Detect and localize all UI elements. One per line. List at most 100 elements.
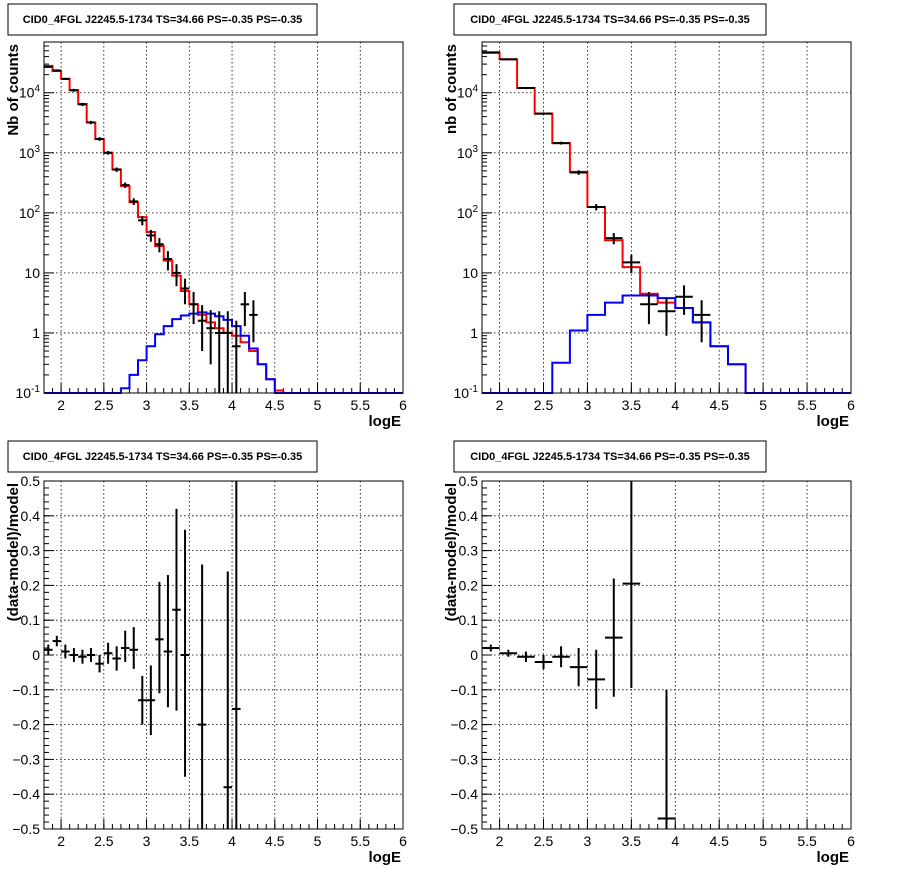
x-tick-label: 5.5 [797, 397, 817, 413]
y-axis-title: nb of counts [443, 44, 460, 134]
residual-point [499, 649, 518, 657]
x-tick-label: 3.5 [180, 833, 200, 849]
residual-point [146, 665, 156, 736]
x-tick-label: 6 [847, 833, 855, 849]
residual-point [517, 651, 535, 662]
x-tick-label: 2.5 [94, 833, 114, 849]
data-point [95, 137, 104, 141]
x-tick-label: 4 [671, 833, 679, 849]
x-tick-label: 3 [143, 833, 151, 849]
residual-point [163, 574, 173, 708]
y-tick-label: 1 [470, 325, 478, 341]
x-tick-label: 5 [314, 833, 322, 849]
data-point [657, 297, 676, 336]
residual-point [657, 689, 676, 829]
data-point [146, 229, 156, 242]
y-tick-label: −0.3 [12, 751, 40, 767]
x-tick-label: 3 [143, 397, 151, 413]
x-axis-title: logE [369, 413, 402, 430]
x-tick-label: 4 [671, 397, 679, 413]
residual-point [605, 578, 623, 697]
data-point [103, 151, 113, 155]
x-tick-label: 2.5 [534, 833, 554, 849]
x-tick-label: 5.5 [797, 833, 817, 849]
residual-point [155, 581, 164, 694]
residual-point [61, 644, 70, 659]
residual-point [587, 649, 605, 709]
data-point [692, 300, 711, 343]
plot-frame [481, 480, 852, 830]
x-tick-label: 6 [847, 397, 855, 413]
x-axis-title: logE [369, 849, 402, 866]
model-total-line [44, 64, 403, 394]
data-point [112, 167, 121, 172]
x-tick-label: 3 [584, 397, 592, 413]
chart-title-box: CID0_4FGL J2245.5-1734 TS=34.66 PS=-0.35… [453, 3, 767, 36]
chart-title: CID0_4FGL J2245.5-1734 TS=34.66 PS=-0.35… [23, 14, 303, 26]
data-point [155, 238, 164, 253]
residual-point [569, 648, 588, 687]
x-tick-label: 3.5 [622, 833, 642, 849]
plot-frame [481, 41, 852, 394]
y-tick-label: 0.3 [459, 543, 479, 559]
x-tick-label: 2 [496, 833, 504, 849]
data-point [197, 305, 207, 352]
x-tick-label: 5 [759, 833, 767, 849]
residual-point [138, 675, 147, 725]
chart-title-box: CID0_4FGL J2245.5-1734 TS=34.66 PS=-0.35… [453, 440, 767, 473]
y-tick-label: 10 [24, 265, 40, 281]
data-point [44, 65, 53, 68]
data-point [622, 254, 641, 273]
chart-title: CID0_4FGL J2245.5-1734 TS=34.66 PS=-0.35… [470, 14, 750, 26]
data-point [517, 86, 535, 90]
x-tick-label: 3.5 [622, 397, 642, 413]
x-tick-label: 2 [57, 397, 65, 413]
residual-point [95, 655, 104, 673]
x-tick-label: 4.5 [709, 397, 729, 413]
data-point [640, 292, 658, 325]
x-axis-title: logE [817, 849, 850, 866]
y-tick-label: 0.3 [21, 543, 41, 559]
x-axis-title: logE [817, 413, 850, 430]
x-tick-label: 4.5 [265, 397, 285, 413]
data-point [249, 300, 258, 343]
chart-title: CID0_4FGL J2245.5-1734 TS=34.66 PS=-0.35… [23, 451, 303, 463]
y-tick-label: 103 [457, 144, 479, 161]
data-point [675, 285, 693, 315]
chart-panel-2: CID0_4FGL J2245.5-1734 TS=34.66 PS=-0.35… [443, 3, 855, 430]
residual-point [552, 646, 570, 668]
y-tick-label: 0 [470, 647, 478, 663]
x-tick-label: 2.5 [534, 397, 554, 413]
y-tick-label: 0.1 [459, 612, 479, 628]
y-tick-label: 0 [32, 647, 40, 663]
residual-point [129, 627, 139, 669]
y-tick-label: 104 [19, 84, 41, 101]
y-tick-label: 0.2 [459, 577, 479, 593]
y-tick-label: 0.4 [459, 508, 479, 524]
residual-point [120, 630, 130, 662]
y-tick-label: −0.2 [450, 717, 478, 733]
plot-frame [43, 41, 404, 394]
source-model-line [44, 311, 403, 394]
x-tick-label: 6 [399, 833, 407, 849]
data-point [232, 320, 241, 393]
x-tick-label: 2 [496, 397, 504, 413]
y-tick-label: 104 [457, 84, 479, 101]
residual-point [223, 571, 233, 829]
y-tick-label: −0.2 [12, 717, 40, 733]
data-point [172, 264, 181, 287]
y-tick-label: 1 [32, 325, 40, 341]
residual-point [232, 481, 241, 829]
data-point [605, 233, 623, 245]
residual-point [482, 644, 500, 652]
chart-title-box: CID0_4FGL J2245.5-1734 TS=34.66 PS=-0.35… [7, 3, 318, 36]
data-point [206, 310, 215, 365]
grid-lines [44, 42, 403, 393]
y-tick-label: −0.4 [450, 786, 478, 802]
residual-point [112, 646, 121, 671]
y-tick-label: 102 [457, 204, 479, 221]
data-point [552, 141, 570, 145]
data-point [120, 182, 130, 188]
data-point [587, 204, 605, 211]
x-tick-label: 5 [759, 397, 767, 413]
